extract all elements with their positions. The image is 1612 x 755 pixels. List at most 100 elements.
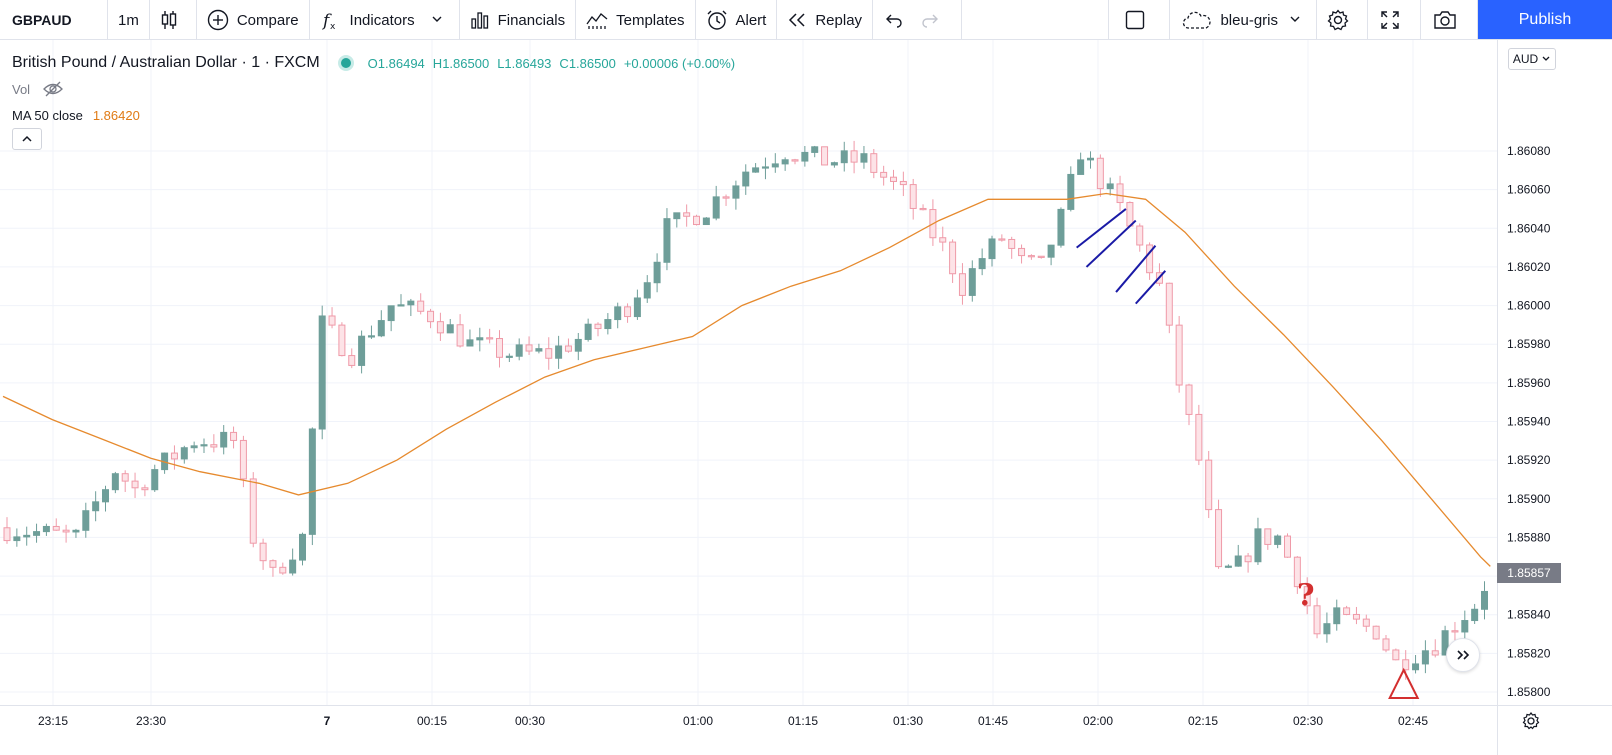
layout-menu-button[interactable]: bleu-gris [1170, 0, 1317, 40]
candle-body [1284, 535, 1291, 558]
candle-body [545, 348, 553, 359]
collapse-legend-button[interactable] [12, 128, 42, 150]
candle-body [939, 237, 947, 243]
candle-body [496, 338, 503, 358]
financials-button[interactable]: Financials [460, 0, 577, 40]
low-value-group: L1.86493 [497, 56, 551, 71]
candle-body [1264, 528, 1272, 545]
chart-legend: British Pound / Australian Dollar · 1 · … [12, 50, 743, 128]
candle-body [1244, 555, 1252, 563]
alert-button[interactable]: Alert [696, 0, 778, 40]
candle-body [1126, 202, 1134, 227]
ma-50-line[interactable] [2, 192, 1491, 567]
trend-line-annotation[interactable] [1135, 270, 1167, 305]
candle-body [427, 310, 435, 323]
chevron-down-icon [1290, 16, 1300, 22]
candle-body [791, 159, 799, 162]
candle-body [958, 273, 966, 296]
candle-body [1146, 244, 1154, 274]
candle-body [397, 304, 405, 307]
templates-button[interactable]: Templates [576, 0, 696, 40]
scroll-to-realtime-button[interactable] [1446, 638, 1480, 672]
open-value: 1.86494 [377, 55, 425, 71]
redo-button[interactable] [917, 0, 963, 40]
candle-body [673, 212, 681, 220]
candle-body [1421, 650, 1429, 665]
candle-body [3, 527, 11, 542]
financials-icon [470, 12, 488, 29]
publish-button[interactable]: Publish [1478, 0, 1612, 39]
candle-body [466, 339, 474, 347]
last-price-label: 1.85857 [1497, 563, 1561, 583]
candle-body [624, 306, 632, 318]
select-tool-button[interactable] [1108, 0, 1171, 40]
market-status-dot[interactable] [337, 55, 354, 71]
ma-label: MA 50 close [12, 107, 83, 123]
price-tick-label: 1.85980 [1507, 337, 1551, 351]
open-label: O [367, 55, 378, 71]
replay-button[interactable]: Replay [777, 0, 874, 40]
price-chart[interactable]: 1.858001.858201.858401.858601.858801.859… [0, 40, 1612, 755]
undo-button[interactable] [873, 0, 917, 40]
chart-type-button[interactable] [150, 0, 197, 40]
candle-body [486, 337, 494, 340]
question-mark-annotation[interactable]: ? [1297, 578, 1315, 613]
candle-body [1027, 255, 1035, 258]
legend-ma-row[interactable]: MA 50 close 1.86420 [12, 102, 743, 128]
candle-body [33, 531, 41, 536]
time-tick-label: 01:00 [683, 714, 713, 728]
candle-body [131, 480, 139, 489]
candle-body [1037, 255, 1045, 258]
candle-body [614, 306, 622, 321]
trend-line-annotation[interactable] [1076, 208, 1127, 249]
time-tick-label: 00:30 [515, 714, 545, 728]
triangle-annotation[interactable] [1388, 667, 1420, 699]
candle-body [170, 452, 178, 460]
chart-area[interactable]: 1.858001.858201.858401.858601.858801.859… [0, 40, 1612, 755]
candle-body [633, 297, 641, 318]
fullscreen-button[interactable] [1368, 0, 1421, 40]
eye-crossed-icon[interactable] [42, 81, 64, 97]
settings-button[interactable] [1317, 0, 1368, 40]
candle-body [840, 150, 848, 164]
candle-body [407, 300, 415, 306]
candle-body [111, 473, 119, 491]
candle-body [348, 355, 356, 366]
price-tick-label: 1.85820 [1507, 646, 1551, 660]
ma-value: 1.86420 [92, 107, 140, 123]
legend-vol-row[interactable]: Vol [12, 76, 743, 102]
snapshot-button[interactable] [1421, 0, 1478, 40]
candle-body [1057, 208, 1065, 246]
high-label: H [432, 55, 443, 71]
trend-line-annotation[interactable] [1085, 219, 1137, 268]
chevron-down-icon [432, 16, 442, 22]
trend-line-annotation[interactable] [1115, 245, 1157, 293]
cloud-icon [1183, 11, 1212, 29]
candle-body [358, 335, 366, 366]
chart-settings-gear-icon[interactable] [1520, 710, 1542, 732]
compare-label: Compare [236, 11, 299, 29]
interval-button[interactable]: 1m [108, 0, 150, 40]
candle-body [919, 207, 927, 211]
compare-button[interactable]: Compare [197, 0, 310, 40]
time-tick-label: 02:00 [1083, 714, 1113, 728]
candle-body [949, 241, 957, 275]
price-tick-label: 1.86040 [1507, 221, 1551, 235]
candle-body [899, 180, 907, 186]
candle-body [1461, 620, 1469, 633]
candle-body [722, 196, 730, 199]
candle-body [220, 431, 228, 448]
candle-body [604, 319, 612, 330]
time-tick-label: 00:15 [417, 714, 447, 728]
layout-name-label: bleu-gris [1220, 11, 1278, 29]
close-label: C [559, 55, 569, 71]
candle-body [515, 344, 523, 357]
currency-selector[interactable]: AUD [1508, 48, 1556, 70]
candle-body [82, 510, 90, 531]
instrument-title[interactable]: British Pound / Australian Dollar · 1 · … [12, 54, 320, 71]
candle-body [830, 162, 838, 166]
symbol-search-button[interactable]: GBPAUD [0, 0, 108, 40]
close-value-group: C1.86500 [559, 56, 615, 71]
